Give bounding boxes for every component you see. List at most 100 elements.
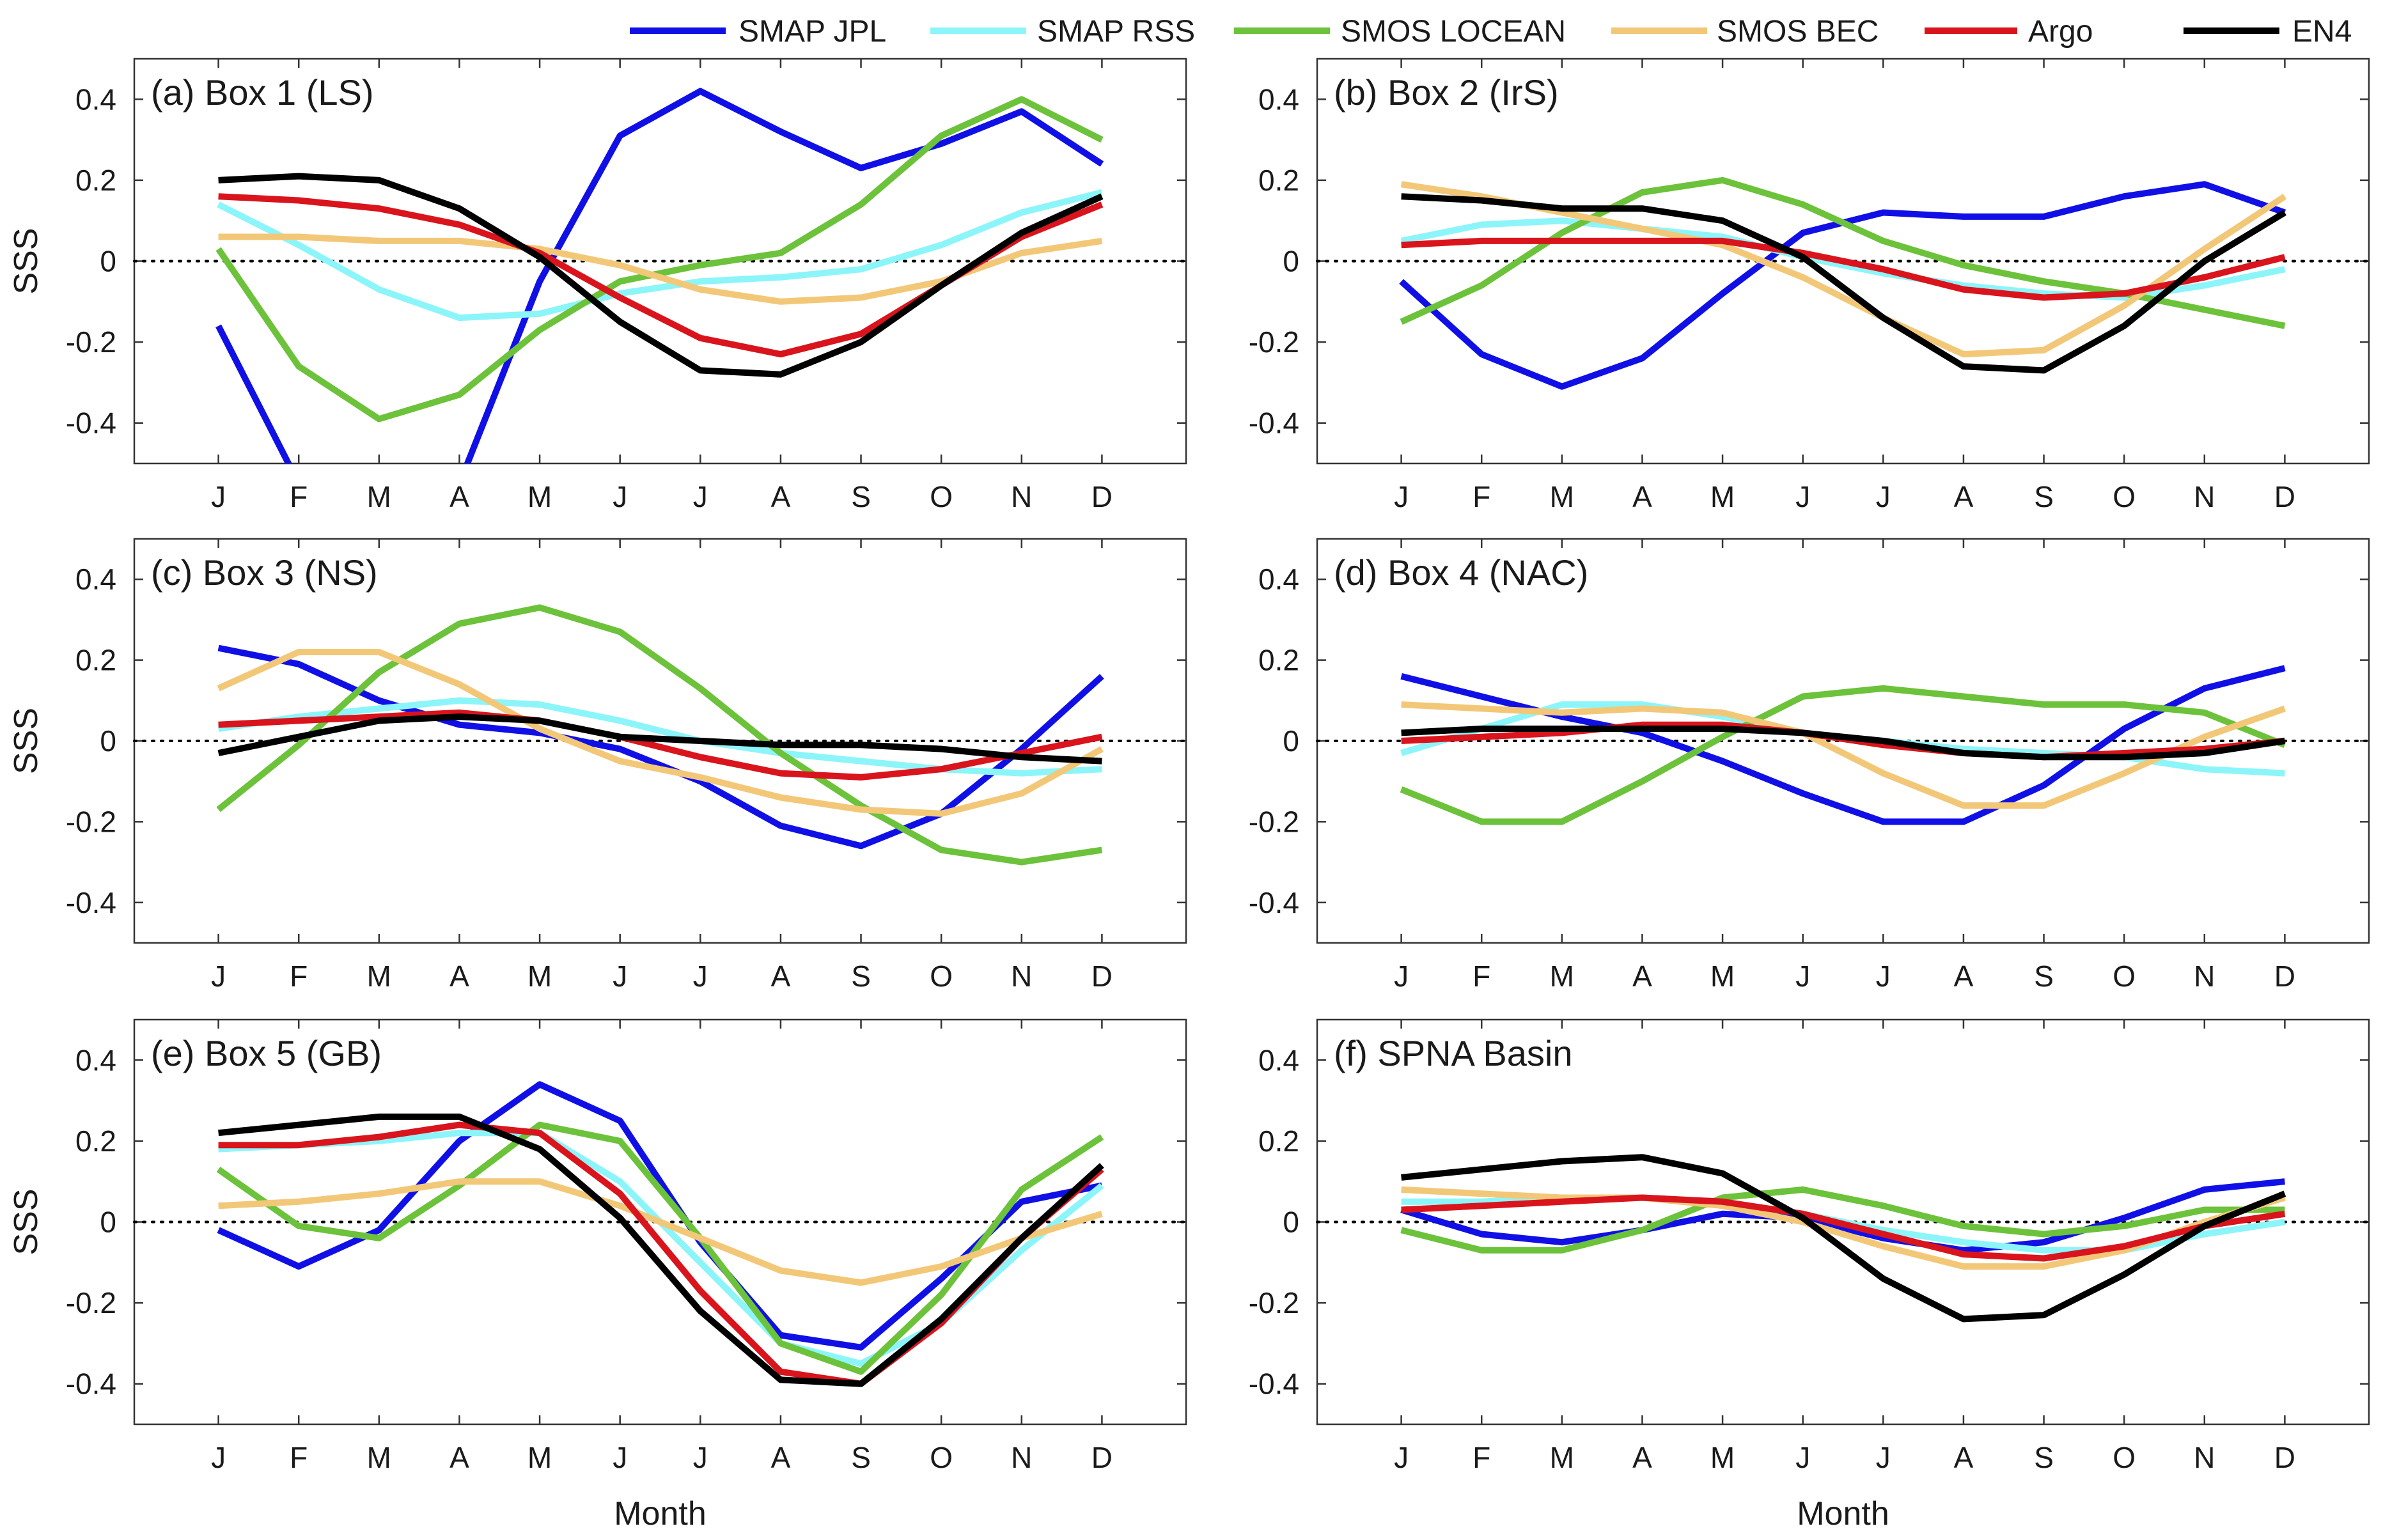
series-line-argo [1401, 237, 2286, 301]
panel-b: 0.4 0.2 0 -0.2 -0.4 J F M A M J J A S O N D (b) Box 2 (Ir… [1249, 58, 2370, 513]
x-tick-label: O [2113, 1441, 2136, 1474]
series-line-en4 [1401, 726, 2286, 761]
y-tick-label: 0.2 [75, 644, 116, 677]
x-tick-label: A [449, 1441, 469, 1474]
panel-f: 0.4 0.2 0 -0.2 -0.4 J F M A M J J A S O N D (f) SPNA Basi… [1249, 1018, 2370, 1532]
y-tick-label: -0.2 [66, 325, 116, 359]
x-tick-label: O [930, 480, 953, 513]
series-line-smap-jpl [215, 88, 1104, 463]
panel-d: 0.4 0.2 0 -0.2 -0.4 J F M A M J J A S O N D (d) Box 4 (NA… [1249, 538, 2370, 993]
series-line-smap-jpl [1400, 1178, 2285, 1254]
x-tick-label: A [1954, 480, 1974, 513]
x-tick-label: A [771, 960, 791, 993]
y-tick-label: 0.2 [75, 1124, 116, 1158]
x-tick-label: D [2274, 960, 2295, 993]
x-tick-label: J [1394, 960, 1409, 993]
x-tick-label: A [1632, 1441, 1652, 1474]
x-tick-label: D [1091, 960, 1113, 993]
series-line-argo [1401, 1194, 2286, 1262]
panel-e: 0.4 0.2 0 -0.2 -0.4 J F M A M J J A S O N D (e) Box 5 (GB… [8, 1018, 1187, 1532]
x-tick-label: S [851, 1441, 871, 1474]
x-tick-label: N [1011, 1441, 1032, 1474]
x-tick-label: F [1473, 480, 1490, 513]
series-group [1400, 665, 2286, 825]
y-tick-label: 0.4 [75, 82, 116, 116]
y-tick-label: -0.4 [66, 1367, 116, 1401]
panel-title: (a) Box 1 (LS) [151, 72, 374, 113]
x-tick-label: J [211, 480, 226, 513]
x-tick-label: S [2034, 480, 2054, 513]
x-tick-label: A [771, 1441, 791, 1474]
x-tick-label: J [693, 960, 708, 993]
y-tick-label: 0.2 [1258, 1124, 1299, 1158]
series-line-smos-locean [216, 604, 1103, 866]
x-tick-label: S [2034, 960, 2054, 993]
x-tick-label: J [1876, 1441, 1891, 1474]
series-line-smap-rss [217, 189, 1103, 322]
x-tick-label: D [1091, 1441, 1113, 1474]
x-tick-label: N [2194, 960, 2215, 993]
x-tick-label: M [367, 1441, 391, 1474]
legend-label: Argo [2028, 15, 2093, 49]
x-tick-label: M [1550, 960, 1574, 993]
legend-label: SMAP RSS [1037, 15, 1195, 49]
x-axis-label: Month [1797, 1495, 1889, 1532]
panel-title: (c) Box 3 (NS) [151, 552, 378, 593]
y-tick-label: -0.2 [66, 1286, 116, 1319]
legend-label: SMAP JPL [738, 15, 886, 49]
x-tick-label: A [1954, 960, 1974, 993]
y-tick-label: 0 [1283, 245, 1299, 278]
legend-item-en4: EN4 [2184, 15, 2352, 49]
series-line-smos-locean [215, 96, 1104, 423]
y-tick-label: 0.4 [1258, 563, 1299, 596]
x-tick-label: A [1632, 480, 1652, 513]
y-tick-label: 0.4 [1258, 82, 1299, 116]
series-group [215, 88, 1104, 463]
y-tick-label: 0.2 [1258, 164, 1299, 197]
series-line-smap-jpl [217, 644, 1104, 850]
y-tick-label: 0 [100, 1206, 116, 1239]
x-tick-label: A [1954, 1441, 1974, 1474]
x-tick-label: J [1394, 1441, 1409, 1474]
panel-title: (e) Box 5 (GB) [151, 1033, 382, 1073]
y-tick-label: -0.4 [1249, 886, 1299, 919]
x-tick-label: J [1876, 960, 1891, 993]
x-tick-label: M [1710, 960, 1735, 993]
y-tick-label: -0.4 [1249, 1367, 1299, 1401]
series-line-smos-locean [1400, 685, 2286, 825]
panel-title: (b) Box 2 (IrS) [1334, 72, 1559, 113]
x-tick-label: D [2274, 480, 2295, 513]
panel-a: 0.4 0.2 0 -0.2 -0.4 J F M A M J J A S O N D (a) Box 1 (LS… [8, 58, 1187, 513]
x-axis-label: Month [614, 1495, 707, 1532]
legend-item-smos-locean: SMOS LOCEAN [1234, 15, 1566, 49]
series-line-smos-bec [217, 649, 1104, 817]
y-tick-label: -0.4 [1249, 407, 1299, 440]
x-tick-label: M [527, 480, 552, 513]
x-tick-label: J [1394, 480, 1409, 513]
x-tick-label: M [1710, 480, 1735, 513]
y-tick-label: 0 [1283, 724, 1299, 758]
y-tick-label: 0 [1283, 1206, 1299, 1239]
panel-c: 0.4 0.2 0 -0.2 -0.4 J F M A M J J A S O N D (c) Box 3 (NS… [8, 538, 1187, 993]
x-tick-label: O [930, 1441, 953, 1474]
x-tick-label: M [367, 960, 391, 993]
x-tick-label: S [851, 960, 871, 993]
x-tick-label: F [290, 480, 308, 513]
series-line-smos-bec [1401, 701, 2286, 809]
legend-item-smos-bec: SMOS BEC [1611, 15, 1879, 49]
x-tick-label: O [2113, 480, 2136, 513]
y-axis-label: SSS [8, 1188, 45, 1255]
legend-label: EN4 [2292, 15, 2352, 49]
series-line-smos-locean [216, 1121, 1104, 1375]
y-tick-label: 0.2 [1258, 644, 1299, 677]
y-axis-label: SSS [8, 708, 45, 774]
x-tick-label: F [290, 1441, 308, 1474]
y-tick-label: 0.4 [75, 563, 116, 596]
x-tick-label: S [2034, 1441, 2054, 1474]
x-tick-label: N [1011, 480, 1032, 513]
legend: SMAP JPL SMAP RSS SMOS LOCEAN SMOS BEC Argo E… [630, 15, 2352, 49]
series-group [216, 1081, 1104, 1387]
y-tick-label: 0.4 [75, 1043, 116, 1077]
x-tick-label: N [1011, 960, 1032, 993]
y-tick-label: -0.2 [1249, 805, 1299, 838]
